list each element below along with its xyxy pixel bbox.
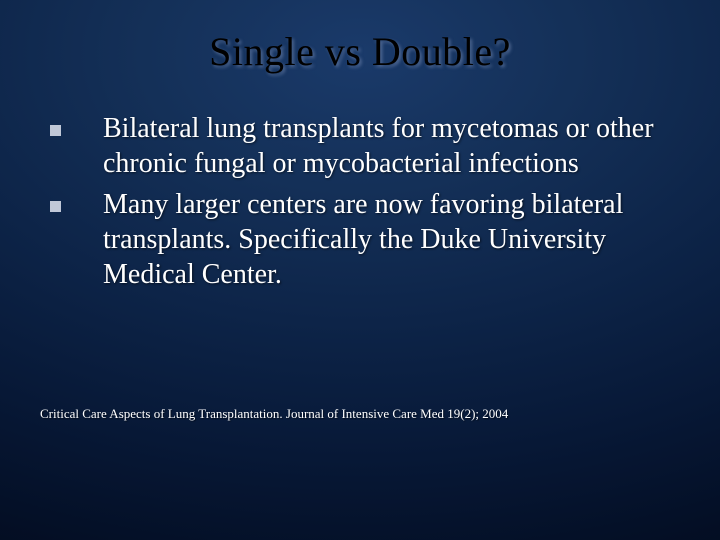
slide-title: Single vs Double? xyxy=(40,28,680,75)
slide: Single vs Double? Bilateral lung transpl… xyxy=(0,0,720,540)
list-item: Bilateral lung transplants for mycetomas… xyxy=(40,111,680,181)
list-item: Many larger centers are now favoring bil… xyxy=(40,187,680,292)
bullet-text: Bilateral lung transplants for mycetomas… xyxy=(103,111,680,181)
bullet-text: Many larger centers are now favoring bil… xyxy=(103,187,680,292)
square-bullet-icon xyxy=(50,201,61,212)
citation-text: Critical Care Aspects of Lung Transplant… xyxy=(40,406,508,422)
square-bullet-icon xyxy=(50,125,61,136)
bullet-list: Bilateral lung transplants for mycetomas… xyxy=(40,111,680,292)
